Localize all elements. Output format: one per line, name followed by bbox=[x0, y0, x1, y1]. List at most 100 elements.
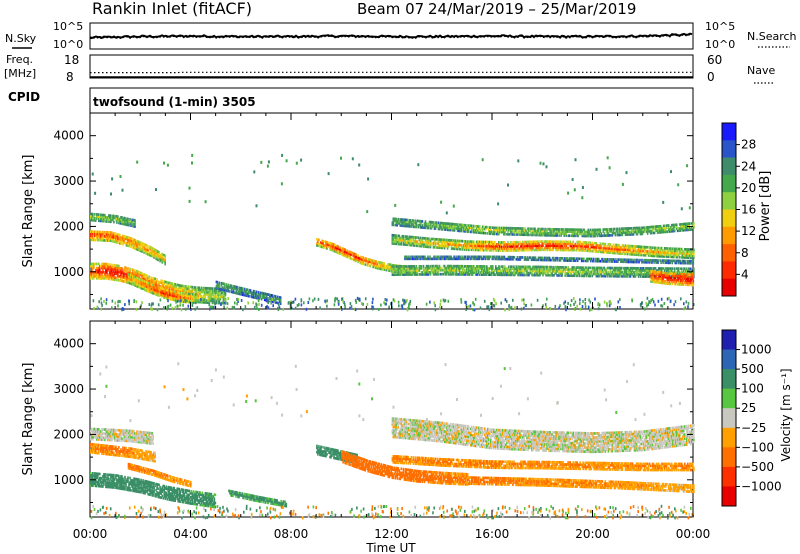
range-gate-cell bbox=[111, 273, 113, 277]
range-gate-cell bbox=[215, 284, 218, 288]
range-gate-cell bbox=[190, 296, 192, 300]
range-gate-cell bbox=[114, 240, 116, 244]
range-gate-cell bbox=[116, 219, 118, 222]
range-gate-cell bbox=[246, 292, 249, 296]
range-gate-cell bbox=[126, 277, 128, 280]
range-gate-cell bbox=[102, 266, 104, 270]
range-gate-cell bbox=[134, 273, 136, 276]
range-gate-cell bbox=[123, 241, 125, 244]
range-gate-cell bbox=[127, 281, 130, 284]
range-gate-cell bbox=[382, 266, 385, 269]
range-gate-cell bbox=[260, 297, 263, 301]
range-gate-cell bbox=[152, 279, 154, 282]
range-gate-cell bbox=[150, 278, 152, 282]
range-gate-cell bbox=[394, 236, 397, 239]
range-gate-cell bbox=[151, 252, 153, 256]
range-gate-cell bbox=[135, 282, 138, 286]
range-gate-cell bbox=[150, 280, 152, 284]
range-gate-cell bbox=[319, 245, 321, 248]
range-gate-cell bbox=[140, 271, 142, 275]
range-gate-cell bbox=[122, 271, 124, 275]
range-gate-cell bbox=[97, 234, 99, 238]
range-gate-cell bbox=[120, 238, 122, 241]
range-gate-cell bbox=[175, 287, 177, 291]
range-gate-cell bbox=[260, 291, 263, 295]
range-gate-cell bbox=[125, 223, 127, 226]
range-gate-cell bbox=[161, 283, 163, 287]
range-gate-cell bbox=[145, 274, 147, 277]
range-gate-cell bbox=[167, 297, 170, 301]
nave-tick-bottom: 0 bbox=[707, 70, 715, 84]
range-gate-cell bbox=[239, 292, 242, 296]
range-gate-cell bbox=[124, 266, 126, 269]
range-gate-cell bbox=[189, 300, 191, 304]
range-gate-cell bbox=[91, 272, 93, 276]
range-gate-cell bbox=[146, 246, 148, 250]
range-gate-cell bbox=[360, 257, 362, 261]
range-gate-cell bbox=[109, 235, 111, 238]
range-gate-cell bbox=[371, 261, 373, 264]
range-gate-cell bbox=[176, 291, 179, 294]
range-gate-cell bbox=[335, 248, 337, 252]
range-gate-cell bbox=[531, 227, 533, 231]
range-gate-cell bbox=[181, 288, 184, 292]
range-gate-cell bbox=[184, 285, 187, 288]
range-gate-cell bbox=[98, 232, 100, 236]
range-gate-cell bbox=[92, 266, 94, 270]
range-gate-cell bbox=[90, 216, 92, 220]
range-gate-cell bbox=[198, 300, 201, 304]
range-gate-cell bbox=[196, 294, 199, 298]
range-gate-cell bbox=[122, 222, 124, 226]
range-gate-cell bbox=[248, 288, 251, 292]
range-gate-cell bbox=[117, 268, 119, 272]
range-gate-cell bbox=[164, 262, 166, 266]
range-gate-cell bbox=[123, 272, 125, 275]
range-gate-cell bbox=[131, 241, 133, 245]
range-gate-cell bbox=[217, 285, 220, 288]
range-gate-cell bbox=[106, 271, 108, 274]
range-gate-cell bbox=[183, 286, 186, 290]
range-gate-cell bbox=[139, 245, 141, 248]
range-gate-cell bbox=[139, 271, 141, 274]
range-gate-cell bbox=[176, 287, 178, 291]
range-gate-cell bbox=[164, 280, 166, 284]
range-gate-cell bbox=[277, 297, 280, 301]
range-gate-cell bbox=[175, 299, 178, 302]
range-gate-cell bbox=[398, 238, 401, 242]
range-gate-cell bbox=[90, 218, 92, 222]
range-gate-cell bbox=[250, 291, 253, 295]
range-gate-cell bbox=[126, 223, 128, 227]
range-gate-cell bbox=[207, 295, 210, 298]
range-gate-cell bbox=[93, 238, 95, 242]
range-gate-cell bbox=[350, 253, 352, 256]
range-gate-cell bbox=[171, 286, 173, 290]
range-gate-cell bbox=[386, 264, 389, 268]
range-gate-cell bbox=[150, 250, 152, 253]
range-gate-cell bbox=[117, 266, 119, 270]
nsearch-trace bbox=[89, 34, 693, 40]
range-gate-cell bbox=[92, 218, 94, 222]
range-gate-cell bbox=[400, 238, 403, 242]
range-gate-cell bbox=[158, 294, 161, 298]
range-gate-cell bbox=[93, 216, 95, 220]
range-gate-cell bbox=[155, 253, 157, 256]
range-gate-cell bbox=[245, 288, 248, 291]
range-gate-cell bbox=[118, 274, 120, 278]
range-gate-cell bbox=[149, 245, 151, 249]
range-gate-cell bbox=[162, 291, 165, 295]
range-gate-cell bbox=[135, 273, 137, 277]
range-gate-cell bbox=[410, 239, 413, 243]
range-gate-cell bbox=[148, 286, 151, 290]
range-gate-cell bbox=[212, 297, 215, 301]
range-gate-cell bbox=[116, 221, 118, 224]
range-gate-cell bbox=[325, 242, 327, 246]
range-gate-cell bbox=[387, 263, 390, 266]
range-gate-cell bbox=[361, 260, 363, 263]
range-gate-cell bbox=[375, 260, 377, 264]
range-gate-cell bbox=[232, 285, 235, 288]
range-gate-cell bbox=[383, 268, 386, 271]
range-gate-cell bbox=[215, 301, 218, 305]
range-gate-cell bbox=[400, 242, 403, 246]
range-gate-cell bbox=[196, 292, 199, 296]
range-gate-cell bbox=[119, 240, 121, 243]
